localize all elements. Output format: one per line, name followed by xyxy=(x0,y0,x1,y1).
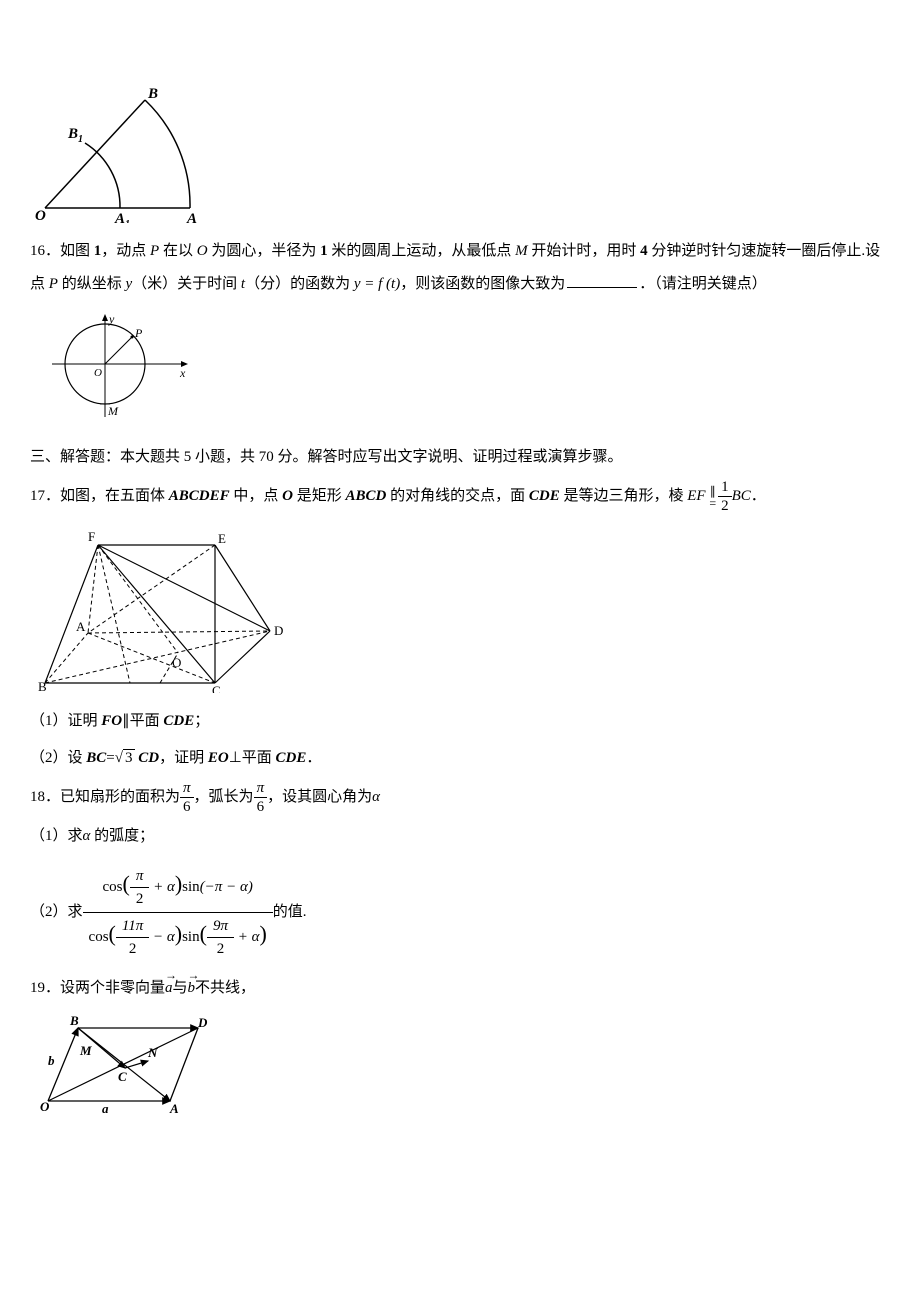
label-b: b xyxy=(48,1053,55,1068)
label-B: B xyxy=(38,679,47,693)
label-M: M xyxy=(79,1043,92,1058)
label-E: E xyxy=(218,531,226,546)
q18-formula: cos(π2 + α)sin(−π − α) cos(11π2 − α)sin(… xyxy=(83,863,273,962)
label-C: C xyxy=(212,683,221,693)
polyhedron-diagram: B C A D F E O xyxy=(30,523,290,693)
sector-diagram: O A1 A B1 B xyxy=(30,88,210,223)
label-A1: A1 xyxy=(114,211,130,223)
figure-q17: B C A D F E O xyxy=(30,523,890,693)
label-A: A xyxy=(169,1101,179,1113)
label-C: C xyxy=(118,1069,127,1084)
q16-formula: y = f (t) xyxy=(354,276,400,292)
question-18: 18．已知扇形的面积为π6，弧长为π6，设其圆心角为α xyxy=(30,779,890,816)
label-x: x xyxy=(179,366,186,380)
label-O: O xyxy=(172,655,181,670)
question-17: 17．如图，在五面体 ABCDEF 中，点 O 是矩形 ABCD 的对角线的交点… xyxy=(30,478,890,515)
figure-q19: O A B D C M N a b xyxy=(30,1013,890,1113)
label-a: a xyxy=(102,1101,109,1113)
label-M: M xyxy=(107,404,119,418)
q19-number: 19． xyxy=(30,980,60,996)
label-A: A xyxy=(186,211,197,223)
label-F: F xyxy=(88,529,95,544)
q18-sub2: （2） 求 cos(π2 + α)sin(−π − α) cos(11π2 − … xyxy=(30,863,890,962)
label-O: O xyxy=(40,1099,50,1113)
label-B: B xyxy=(147,88,158,102)
question-19: 19．设两个非零向量a与b不共线， xyxy=(30,972,890,1005)
label-y: y xyxy=(108,312,115,326)
q18-sub1: （1）求α 的弧度； xyxy=(30,820,890,853)
label-O: O xyxy=(94,367,102,379)
section-3-header: 三、解答题：本大题共 5 小题，共 70 分。解答时应写出文字说明、证明过程或演… xyxy=(30,441,890,474)
label-O: O xyxy=(35,208,46,223)
question-16: 16．如图 1，动点 P 在以 O 为圆心，半径为 1 米的圆周上运动，从最低点… xyxy=(30,235,890,301)
vector-diagram: O A B D C M N a b xyxy=(30,1013,210,1113)
label-N: N xyxy=(147,1045,158,1060)
label-D: D xyxy=(197,1015,208,1030)
q16-number: 16． xyxy=(30,243,60,259)
q17-sub2: （2）设 BC=3 CD，证明 EO⊥平面 CDE． xyxy=(30,742,890,775)
label-B: B xyxy=(69,1013,79,1028)
q17-parallel-frac: ∥= 12 xyxy=(709,478,731,515)
label-P: P xyxy=(134,326,143,340)
label-D: D xyxy=(274,623,283,638)
label-B1: B1 xyxy=(67,126,83,145)
circle-diagram: y x O P M xyxy=(30,309,200,429)
figure-q15: O A1 A B1 B xyxy=(30,88,890,223)
q17-number: 17． xyxy=(30,488,60,504)
q18-number: 18． xyxy=(30,789,60,805)
figure-q16: y x O P M xyxy=(30,309,890,429)
label-A: A xyxy=(76,619,86,634)
q16-blank xyxy=(567,273,637,288)
q17-sub1: （1）证明 FO∥平面 CDE； xyxy=(30,705,890,738)
